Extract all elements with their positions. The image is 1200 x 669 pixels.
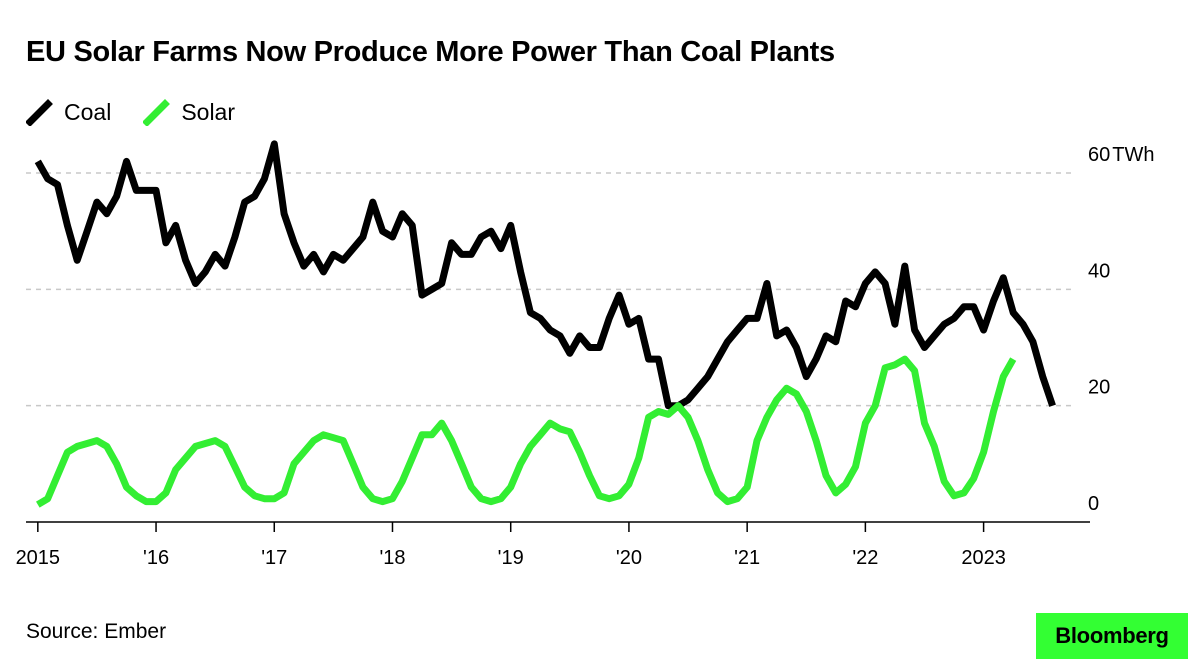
legend-label-solar: Solar [181,98,236,125]
legend-item-coal: Coal [26,98,111,126]
legend-swatch-solar [143,99,171,126]
series-line-coal [34,140,1056,410]
y-tick-label: 60 TWh [1088,144,1154,166]
x-tick-label: '21 [734,547,760,569]
x-tick-label: '22 [852,547,878,569]
x-tick-label: '18 [379,547,405,569]
series-line-solar [36,355,1017,508]
y-axis: 0 20 40 60 TWh [1088,144,1154,515]
y-tick-label: 40 [1088,260,1110,282]
series-lines [34,140,1056,508]
legend: Coal Solar [26,98,267,126]
y-tick-label: 0 [1088,493,1099,515]
x-tick-label: '19 [498,547,524,569]
legend-label-coal: Coal [64,98,112,125]
x-axis: 2015 '16 '17 '18 '19 '20 '21 '22 2023 [16,521,1090,569]
x-tick-label: 2023 [961,547,1006,569]
legend-item-solar: Solar [143,98,235,126]
source-note: Source: Ember [26,620,167,643]
x-tick-label: 2015 [16,547,61,569]
x-tick-label: '16 [143,547,169,569]
y-unit-label: TWh [1112,144,1154,166]
y-tick-label: 20 [1088,377,1110,399]
x-tick-label: '20 [616,547,642,569]
bloomberg-logo: Bloomberg [1036,613,1188,659]
legend-swatch-coal [26,99,53,126]
x-tick-label: '17 [261,547,287,569]
chart-title: EU Solar Farms Now Produce More Power Th… [26,36,835,68]
